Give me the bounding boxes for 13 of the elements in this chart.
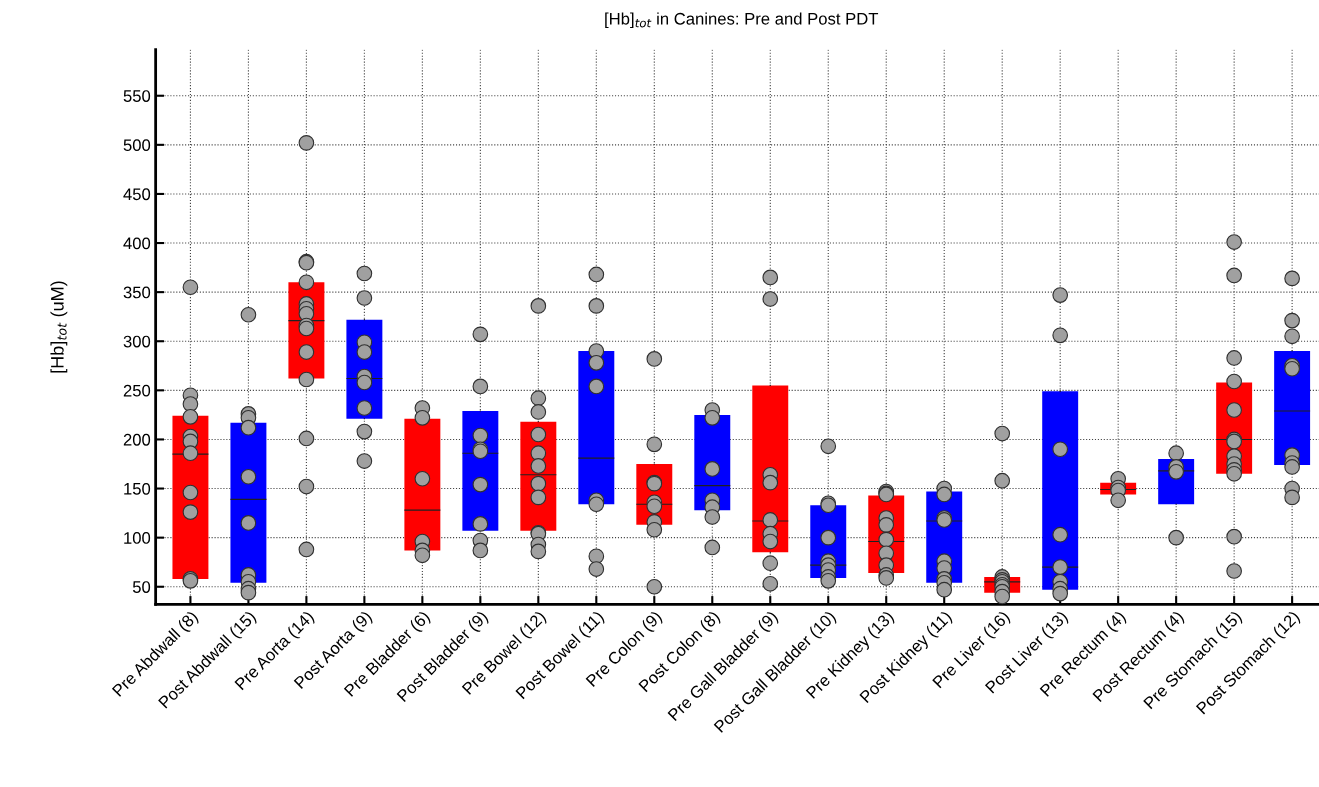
y-tick-label: 400 (123, 237, 151, 250)
y-tick-label: 500 (123, 139, 151, 152)
y-tick-label: 50 (132, 581, 151, 593)
y-tick-label: 350 (123, 286, 151, 299)
y-tick-label: 200 (123, 433, 151, 446)
chart-title: [Hb]$_{tot}$ in Canines: Pre and Post PDT (605, 12, 879, 28)
y-tick-label: 550 (123, 90, 151, 102)
y-tick-label: 450 (123, 188, 151, 201)
y-tick-label: 150 (124, 482, 151, 495)
y-tick-label: 300 (123, 335, 151, 348)
y-axis-title: [Hb]$_{tot}$ (uM) (50, 281, 68, 373)
y-tick-label: 100 (124, 532, 151, 544)
y-tick-label: 250 (123, 384, 151, 397)
